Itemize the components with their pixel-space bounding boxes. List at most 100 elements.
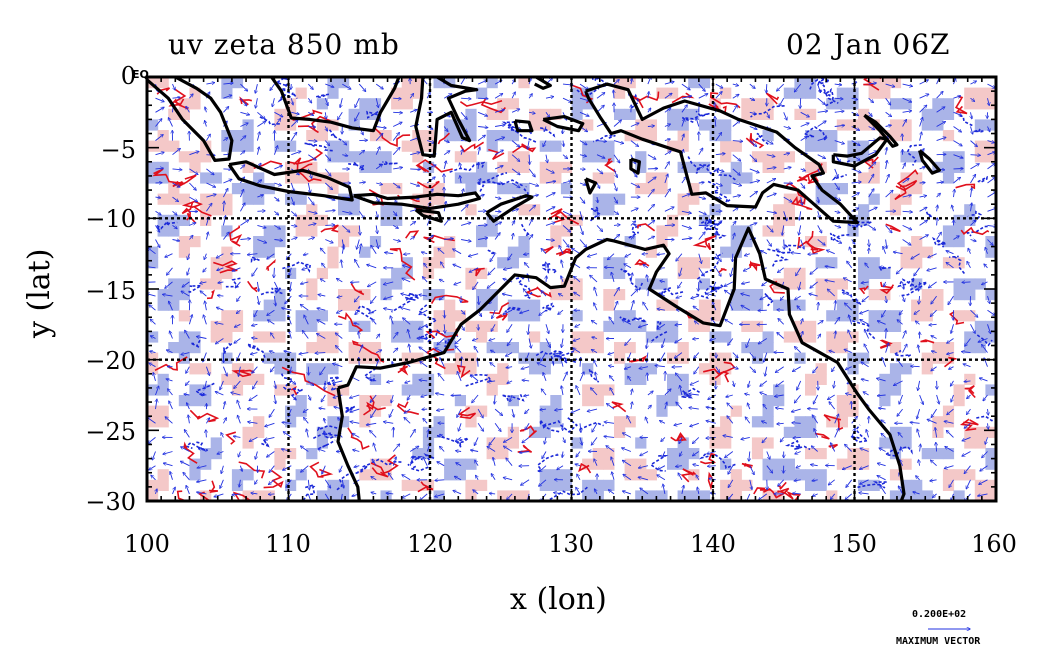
wind-vector	[205, 301, 207, 311]
vorticity-patch	[741, 172, 753, 184]
wind-vector	[240, 165, 244, 170]
vorticity-patch	[582, 140, 594, 152]
wind-vector	[455, 476, 462, 481]
wind-vector	[274, 267, 275, 278]
wind-vector	[369, 309, 377, 313]
wind-vector	[168, 118, 173, 127]
vorticity-patch	[348, 342, 360, 354]
vorticity-patch	[433, 77, 445, 89]
vorticity-patch	[550, 416, 562, 428]
wind-vector	[451, 395, 462, 396]
wind-vector	[355, 260, 360, 269]
vorticity-patch	[794, 352, 806, 364]
wind-vector	[283, 465, 292, 471]
vorticity-patch	[200, 204, 212, 216]
negative-contour	[448, 161, 486, 174]
vorticity-patch	[147, 490, 159, 501]
vorticity-patch	[422, 204, 435, 216]
vorticity-patch	[773, 214, 785, 226]
vorticity-patch	[327, 426, 339, 438]
vorticity-patch	[805, 140, 817, 152]
wind-vector	[504, 437, 513, 442]
vorticity-patch	[359, 108, 371, 120]
vorticity-patch	[550, 405, 562, 417]
vorticity-patch	[974, 331, 986, 343]
vorticity-patch	[805, 108, 817, 120]
vorticity-patch	[836, 331, 848, 343]
wind-vector	[272, 98, 275, 106]
vorticity-patch	[422, 130, 435, 142]
vorticity-patch	[369, 352, 382, 364]
vorticity-patch	[858, 151, 870, 163]
vorticity-patch	[656, 299, 668, 311]
wind-vector	[324, 493, 330, 501]
vorticity-patch	[380, 214, 392, 226]
wind-vector	[507, 381, 513, 383]
vorticity-patch	[879, 289, 891, 301]
vorticity-patch	[210, 267, 222, 279]
vorticity-patch	[285, 193, 297, 205]
wind-vector	[424, 263, 428, 269]
wind-vector	[172, 97, 181, 98]
vorticity-patch	[942, 469, 955, 481]
wind-vector	[440, 434, 445, 438]
wind-vector	[291, 238, 297, 240]
vorticity-patch	[900, 257, 912, 269]
positive-contour	[604, 158, 617, 173]
wind-vector	[408, 330, 411, 339]
wind-vector	[252, 366, 258, 373]
vorticity-patch	[974, 98, 986, 110]
negative-contour	[482, 172, 508, 184]
wind-vector	[206, 232, 208, 240]
wind-vector	[325, 380, 326, 390]
positive-contour	[238, 461, 266, 479]
vorticity-patch	[773, 161, 785, 173]
wind-vector	[340, 98, 343, 107]
vorticity-patch	[974, 479, 986, 491]
vorticity-patch	[571, 87, 583, 99]
vorticity-patch	[942, 236, 955, 248]
wind-vector	[189, 223, 195, 226]
vector-key-label: MAXIMUM VECTOR	[896, 636, 981, 647]
wind-vector	[469, 253, 479, 257]
wind-vector	[325, 210, 335, 211]
positive-contour	[806, 230, 826, 255]
negative-contour	[501, 393, 525, 402]
wind-vector	[503, 478, 513, 481]
wind-vector	[506, 367, 513, 368]
wind-vector	[189, 151, 198, 156]
vorticity-patch	[805, 87, 817, 99]
wind-vector	[488, 267, 496, 275]
wind-vector	[368, 378, 377, 382]
wind-vector	[475, 460, 479, 466]
vorticity-patch	[847, 87, 859, 99]
vorticity-patch	[614, 320, 626, 332]
wind-vector	[902, 134, 903, 141]
wind-vector	[437, 462, 445, 467]
vorticity-patch	[147, 119, 159, 131]
vorticity-patch	[168, 225, 180, 237]
vorticity-patch	[539, 352, 551, 364]
vorticity-patch	[200, 458, 212, 470]
negative-contour	[274, 77, 289, 86]
vorticity-patch	[868, 161, 880, 173]
wind-vector	[186, 106, 190, 113]
positive-contour	[547, 211, 580, 225]
vorticity-patch	[263, 352, 275, 364]
vorticity-patch	[889, 310, 902, 322]
vorticity-patch	[168, 108, 180, 120]
positive-contour	[231, 369, 255, 378]
y-tick-label: −15	[85, 277, 136, 305]
vorticity-patch	[836, 183, 848, 195]
vorticity-patch	[974, 342, 986, 354]
vorticity-patch	[900, 130, 912, 142]
wind-vector	[257, 195, 263, 197]
wind-vector	[491, 350, 496, 352]
wind-vector	[155, 168, 164, 169]
positive-contour	[437, 132, 450, 145]
positive-contour	[741, 462, 753, 469]
wind-vector	[375, 350, 381, 354]
wind-vector	[469, 267, 479, 272]
positive-contour	[536, 286, 552, 298]
vorticity-patch	[168, 299, 180, 311]
